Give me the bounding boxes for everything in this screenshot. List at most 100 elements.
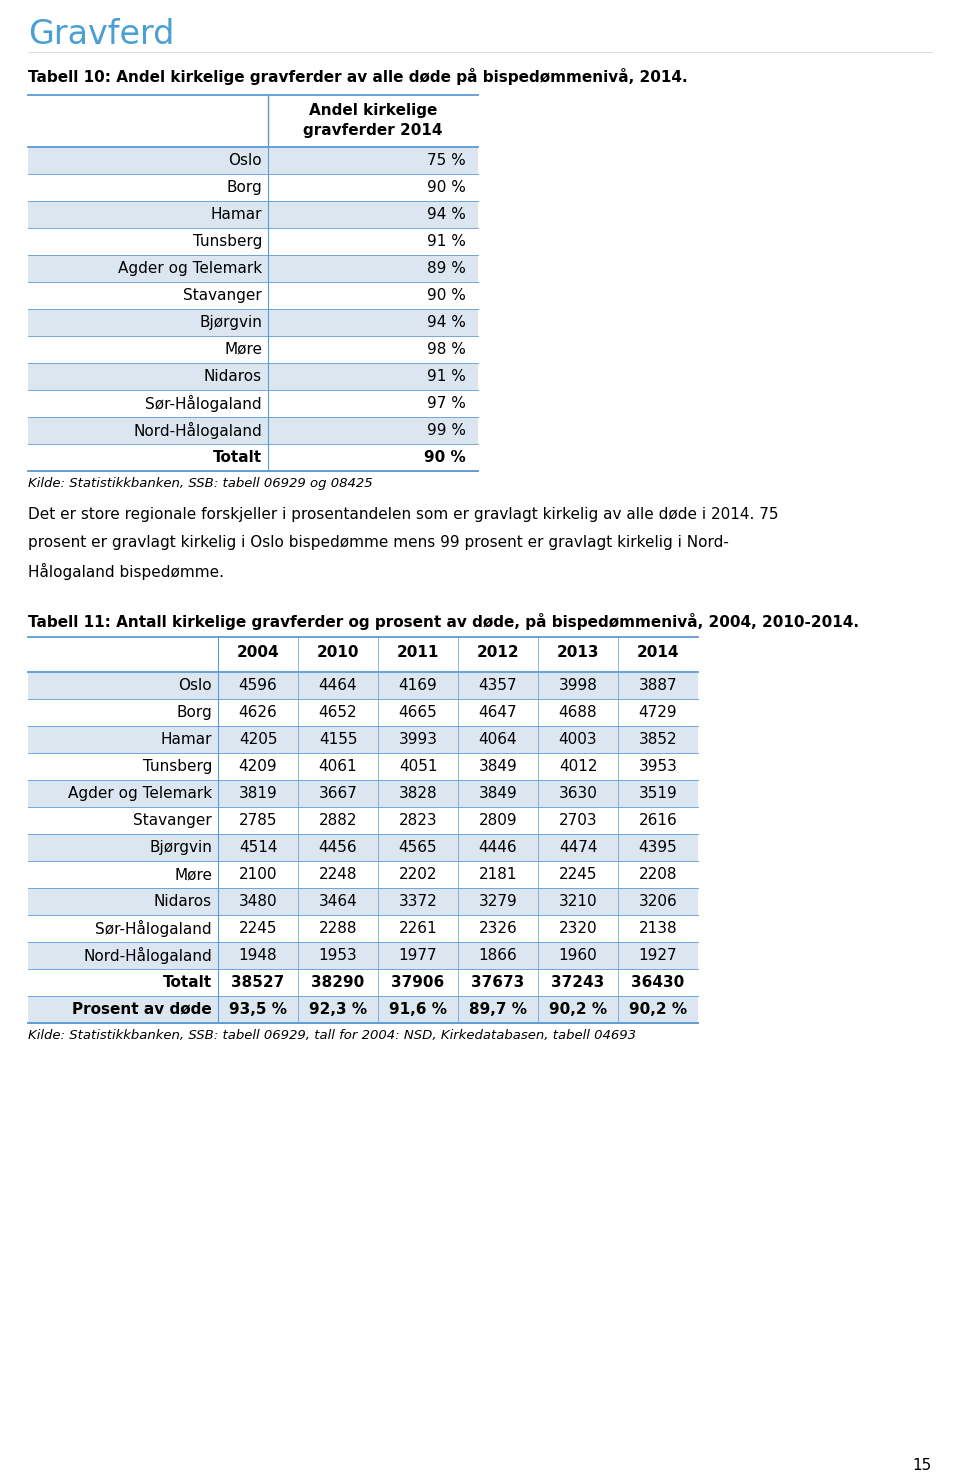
Text: Stavanger: Stavanger xyxy=(183,288,262,302)
Text: 3206: 3206 xyxy=(638,894,678,908)
Bar xyxy=(28,780,698,808)
Text: gravferder 2014: gravferder 2014 xyxy=(303,123,443,138)
Text: 4456: 4456 xyxy=(319,840,357,855)
Text: 2809: 2809 xyxy=(479,814,517,828)
Text: 4565: 4565 xyxy=(398,840,438,855)
Text: 4051: 4051 xyxy=(398,759,437,774)
Text: 2138: 2138 xyxy=(638,920,678,937)
Text: 1948: 1948 xyxy=(239,948,277,963)
Bar xyxy=(28,416,478,445)
Text: 2245: 2245 xyxy=(239,920,277,937)
Text: 4514: 4514 xyxy=(239,840,277,855)
Text: 2202: 2202 xyxy=(398,867,437,882)
Text: Gravferd: Gravferd xyxy=(28,18,175,50)
Text: 4209: 4209 xyxy=(239,759,277,774)
Bar xyxy=(28,808,698,834)
Text: 1977: 1977 xyxy=(398,948,438,963)
Text: Sør-Hålogaland: Sør-Hålogaland xyxy=(145,396,262,412)
Text: 90,2 %: 90,2 % xyxy=(549,1002,607,1017)
Text: 38527: 38527 xyxy=(231,975,284,990)
Text: 4729: 4729 xyxy=(638,705,678,720)
Text: 3998: 3998 xyxy=(559,677,597,694)
Text: Agder og Telemark: Agder og Telemark xyxy=(68,785,212,800)
Bar xyxy=(28,228,478,255)
Bar xyxy=(28,671,698,700)
Text: Nidaros: Nidaros xyxy=(154,894,212,908)
Text: Andel kirkelige: Andel kirkelige xyxy=(309,104,437,119)
Text: 92,3 %: 92,3 % xyxy=(309,1002,367,1017)
Text: 90 %: 90 % xyxy=(424,451,466,465)
Text: 38290: 38290 xyxy=(311,975,365,990)
Text: 3279: 3279 xyxy=(479,894,517,908)
Text: 4064: 4064 xyxy=(479,732,517,747)
Text: 75 %: 75 % xyxy=(427,153,466,167)
Text: 2616: 2616 xyxy=(638,814,678,828)
Text: 97 %: 97 % xyxy=(427,396,466,411)
Text: 2011: 2011 xyxy=(396,645,439,659)
Text: 91 %: 91 % xyxy=(427,369,466,384)
Text: 89,7 %: 89,7 % xyxy=(469,1002,527,1017)
Text: 94 %: 94 % xyxy=(427,316,466,330)
Bar xyxy=(28,834,698,861)
Text: 2013: 2013 xyxy=(557,645,599,659)
Text: 2326: 2326 xyxy=(479,920,517,937)
Text: 2014: 2014 xyxy=(636,645,680,659)
Text: Bjørgvin: Bjørgvin xyxy=(199,316,262,330)
Text: 4665: 4665 xyxy=(398,705,438,720)
Bar xyxy=(28,726,698,753)
Bar xyxy=(28,202,478,228)
Text: 3953: 3953 xyxy=(638,759,678,774)
Text: Kilde: Statistikkbanken, SSB: tabell 06929, tall for 2004: NSD, Kirkedatabasen, : Kilde: Statistikkbanken, SSB: tabell 069… xyxy=(28,1029,636,1042)
Text: 90 %: 90 % xyxy=(427,179,466,196)
Text: Det er store regionale forskjeller i prosentandelen som er gravlagt kirkelig av : Det er store regionale forskjeller i pro… xyxy=(28,507,779,522)
Bar xyxy=(28,914,698,943)
Bar xyxy=(28,700,698,726)
Text: Oslo: Oslo xyxy=(179,677,212,694)
Text: 3480: 3480 xyxy=(239,894,277,908)
Bar xyxy=(28,861,698,888)
Bar xyxy=(28,173,478,202)
Text: 2181: 2181 xyxy=(479,867,517,882)
Text: 4647: 4647 xyxy=(479,705,517,720)
Text: Borg: Borg xyxy=(227,179,262,196)
Text: Hamar: Hamar xyxy=(160,732,212,747)
Text: 2245: 2245 xyxy=(559,867,597,882)
Text: Totalt: Totalt xyxy=(213,451,262,465)
Text: Stavanger: Stavanger xyxy=(133,814,212,828)
Text: Prosent av døde: Prosent av døde xyxy=(72,1002,212,1017)
Text: 4169: 4169 xyxy=(398,677,438,694)
Bar xyxy=(28,753,698,780)
Text: 99 %: 99 % xyxy=(427,422,466,439)
Text: 15: 15 xyxy=(913,1458,932,1473)
Text: 90 %: 90 % xyxy=(427,288,466,302)
Text: 3372: 3372 xyxy=(398,894,438,908)
Text: 3993: 3993 xyxy=(398,732,438,747)
Text: Oslo: Oslo xyxy=(228,153,262,167)
Text: 91,6 %: 91,6 % xyxy=(389,1002,447,1017)
Text: 4395: 4395 xyxy=(638,840,678,855)
Text: 93,5 %: 93,5 % xyxy=(229,1002,287,1017)
Text: prosent er gravlagt kirkelig i Oslo bispedømme mens 99 prosent er gravlagt kirke: prosent er gravlagt kirkelig i Oslo bisp… xyxy=(28,535,729,550)
Text: 4061: 4061 xyxy=(319,759,357,774)
Text: 2012: 2012 xyxy=(477,645,519,659)
Text: 4688: 4688 xyxy=(559,705,597,720)
Bar xyxy=(28,969,698,996)
Text: 2882: 2882 xyxy=(319,814,357,828)
Text: 1960: 1960 xyxy=(559,948,597,963)
Text: Nord-Hålogaland: Nord-Hålogaland xyxy=(133,422,262,439)
Text: 1866: 1866 xyxy=(479,948,517,963)
Text: 4652: 4652 xyxy=(319,705,357,720)
Text: 4205: 4205 xyxy=(239,732,277,747)
Text: 4626: 4626 xyxy=(239,705,277,720)
Text: 2248: 2248 xyxy=(319,867,357,882)
Text: Hålogaland bispedømme.: Hålogaland bispedømme. xyxy=(28,563,224,579)
Text: 91 %: 91 % xyxy=(427,234,466,249)
Text: 2823: 2823 xyxy=(398,814,438,828)
Text: Nord-Hålogaland: Nord-Hålogaland xyxy=(84,947,212,963)
Text: 4003: 4003 xyxy=(559,732,597,747)
Bar xyxy=(28,363,478,390)
Text: 4155: 4155 xyxy=(319,732,357,747)
Text: Hamar: Hamar xyxy=(210,207,262,222)
Text: 3852: 3852 xyxy=(638,732,678,747)
Text: Sør-Hålogaland: Sør-Hålogaland xyxy=(95,920,212,937)
